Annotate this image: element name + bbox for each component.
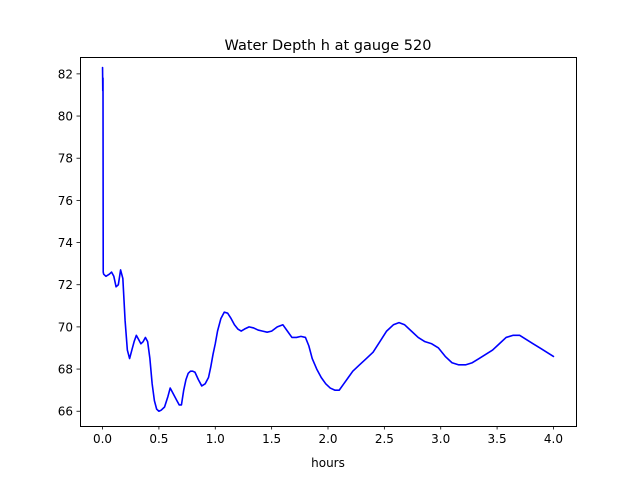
x-tick-label: 1.5 — [262, 432, 281, 446]
series-layer — [101, 66, 555, 413]
series-line-0 — [101, 66, 555, 413]
x-tick-label: 2.0 — [318, 432, 337, 446]
y-tick-label: 74 — [58, 236, 73, 250]
y-tick-label: 80 — [58, 110, 73, 124]
x-tick-label: 3.5 — [488, 432, 507, 446]
y-tick-label: 70 — [58, 320, 73, 334]
x-tick-label: 0.5 — [149, 432, 168, 446]
plot-frame — [80, 57, 577, 427]
y-tick-label: 82 — [58, 67, 73, 81]
y-tick-label: 72 — [58, 278, 73, 292]
x-axis-ticks: 0.0 0.5 1.0 1.5 2.0 2.5 3.0 3.5 4.0 — [93, 426, 563, 446]
y-axis-ticks: 66 68 70 72 74 76 78 80 82 — [58, 67, 80, 419]
x-tick-label: 1.0 — [206, 432, 225, 446]
y-tick-label: 68 — [58, 363, 73, 377]
x-tick-label: 0.0 — [93, 432, 112, 446]
x-tick-label: 2.5 — [375, 432, 394, 446]
y-tick-label: 66 — [58, 405, 73, 419]
x-axis-label: hours — [311, 456, 345, 470]
y-tick-label: 76 — [58, 194, 73, 208]
y-tick-label: 78 — [58, 152, 73, 166]
chart-title: Water Depth h at gauge 520 — [225, 38, 432, 54]
x-tick-label: 3.0 — [431, 432, 450, 446]
x-tick-label: 4.0 — [544, 432, 563, 446]
